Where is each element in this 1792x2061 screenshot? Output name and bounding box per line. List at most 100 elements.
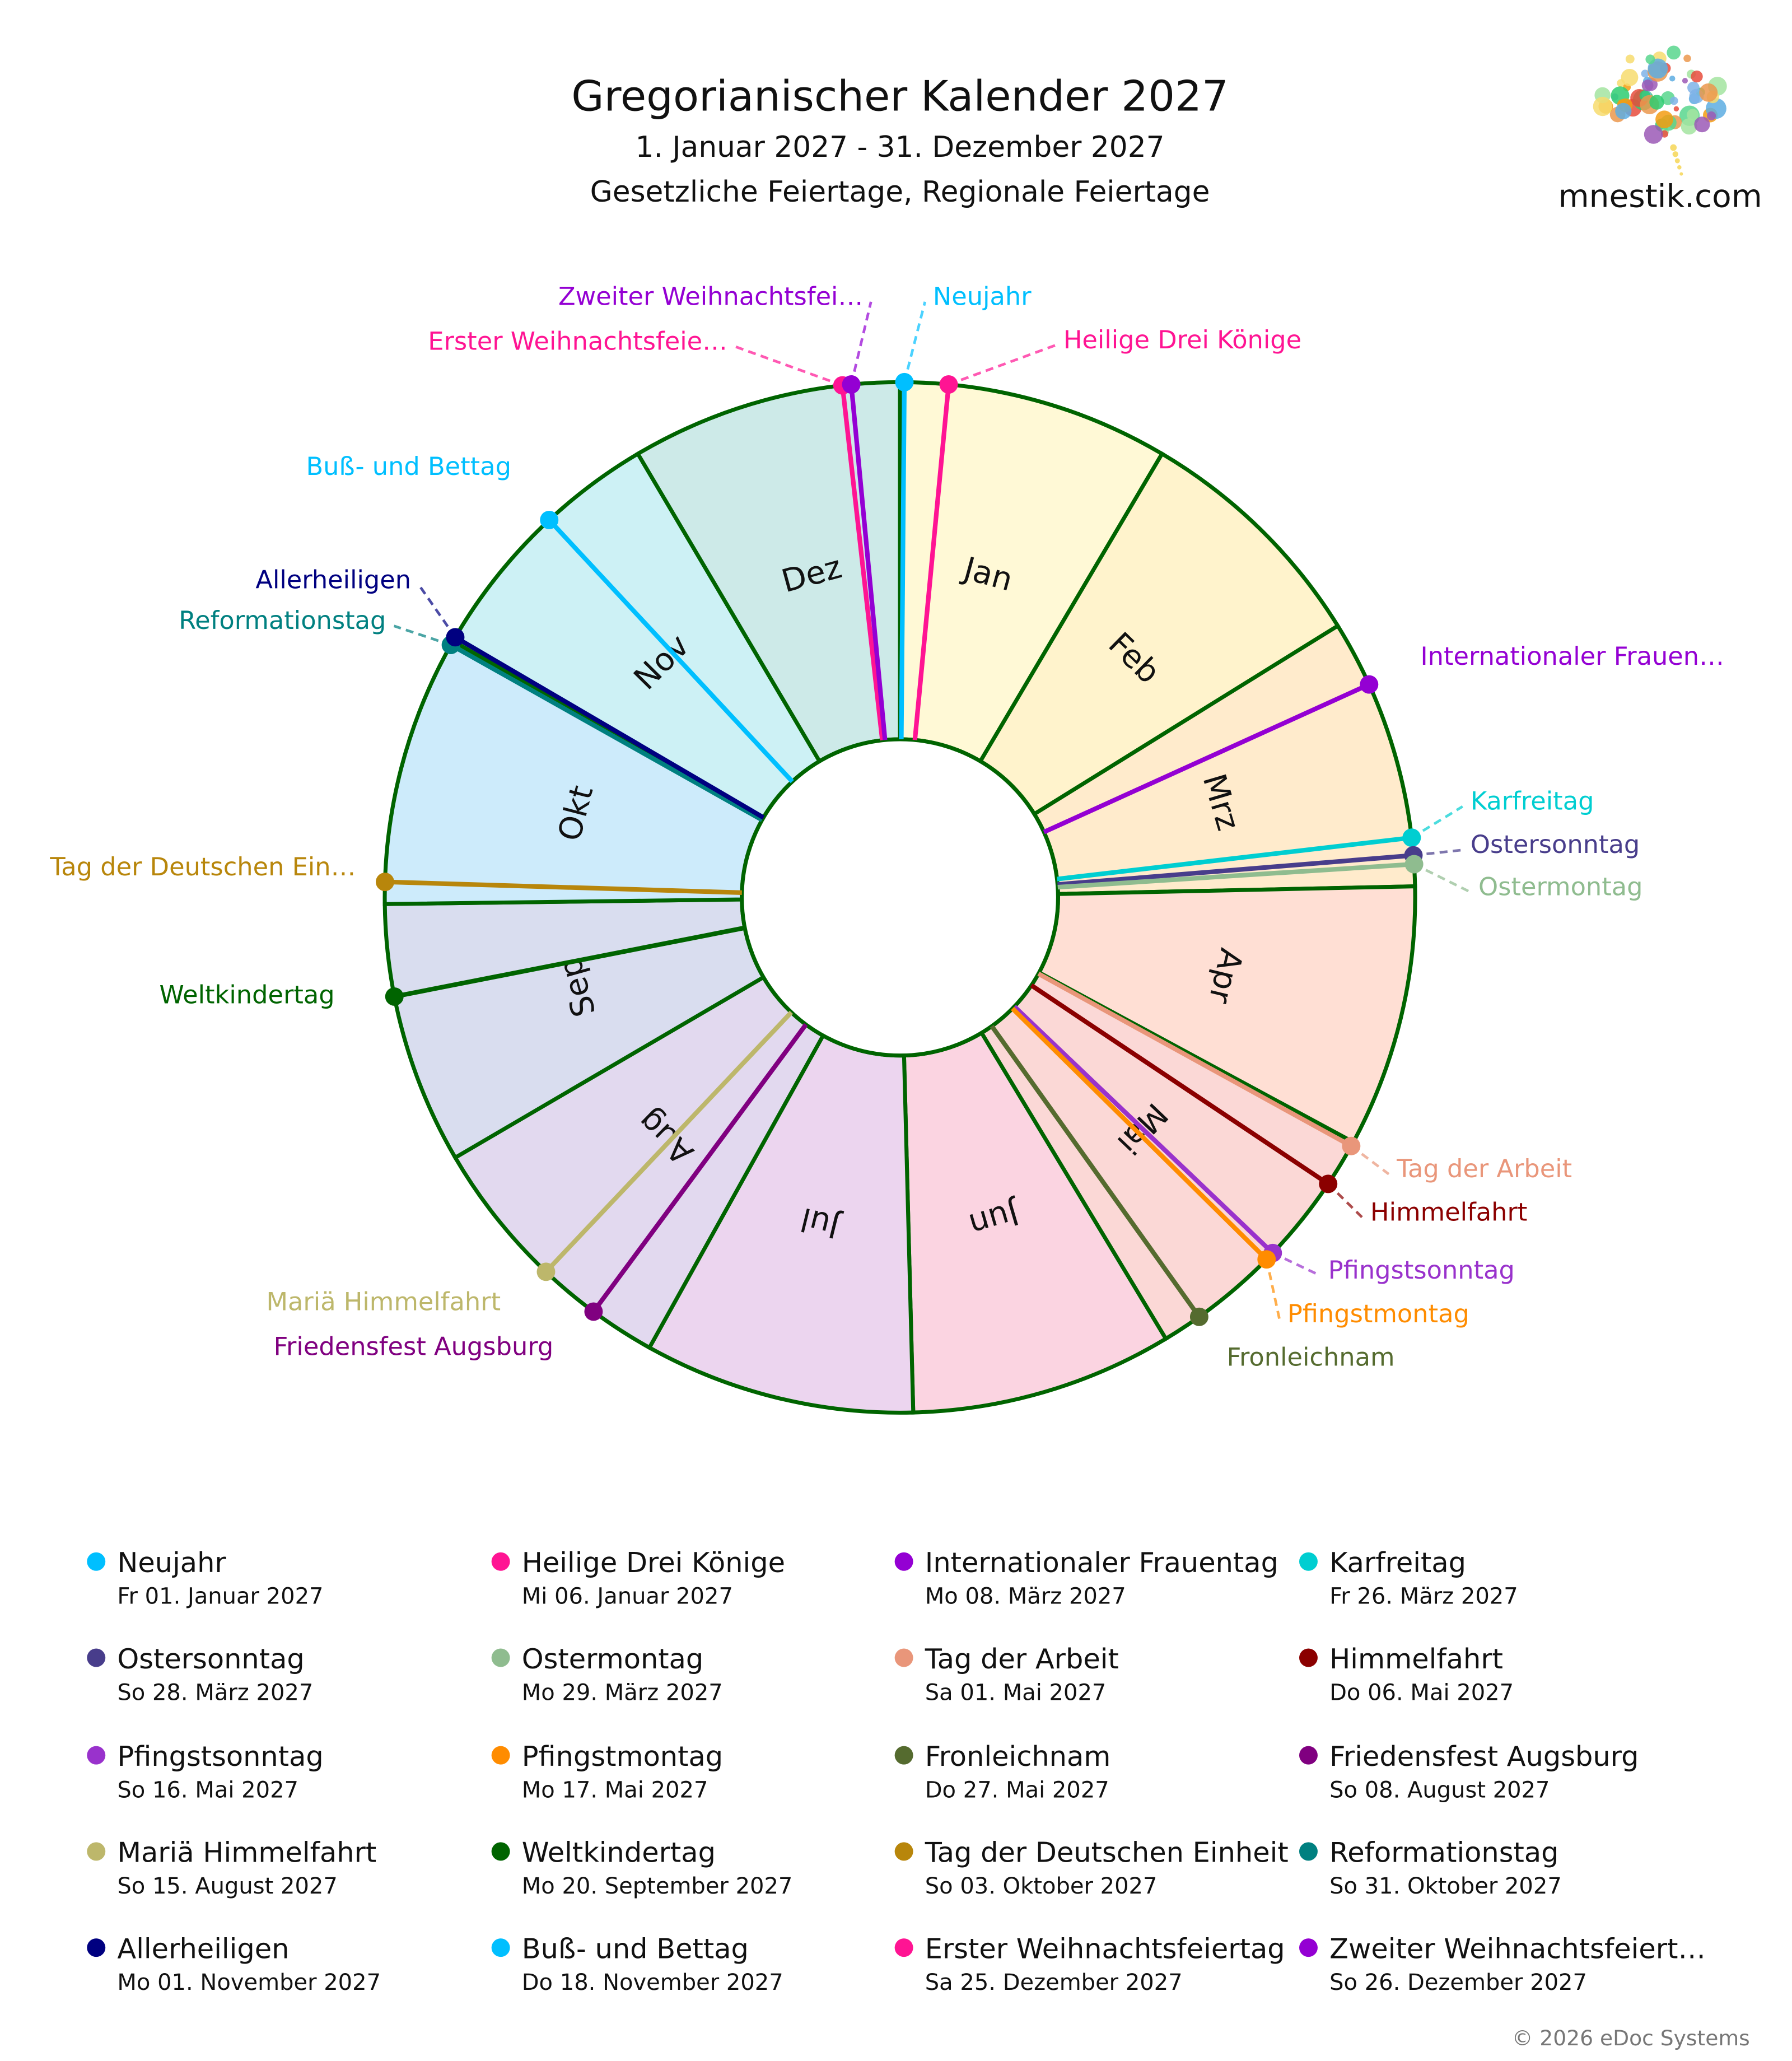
holiday-label: Fronleichnam bbox=[1227, 1343, 1395, 1372]
holiday-dot bbox=[1319, 1174, 1338, 1193]
legend-date: Mo 29. März 2027 bbox=[522, 1680, 723, 1705]
legend-dot bbox=[894, 1648, 913, 1667]
holiday-line bbox=[591, 1023, 808, 1313]
holiday-label: Mariä Himmelfahrt bbox=[266, 1288, 501, 1317]
mnestik-logo bbox=[1593, 45, 1727, 176]
legend-name: Neujahr bbox=[117, 1546, 226, 1579]
legend-name: Tag der Deutschen Einheit bbox=[925, 1836, 1289, 1869]
holiday-label: Buß- und Bettag bbox=[306, 452, 511, 481]
holiday-leader-line bbox=[418, 584, 456, 638]
holiday-dot bbox=[895, 372, 914, 391]
holiday-marker: Reformationstag bbox=[179, 606, 763, 822]
holiday-leader-line bbox=[1411, 805, 1463, 839]
logo-bubble bbox=[1707, 111, 1716, 120]
holiday-leader-line bbox=[393, 624, 451, 646]
holiday-marker: Fronleichnam bbox=[990, 1024, 1395, 1372]
legend-date: So 26. Dezember 2027 bbox=[1329, 1970, 1587, 1995]
legend-dot bbox=[491, 1746, 510, 1765]
holiday-label: Tag der Arbeit bbox=[1396, 1154, 1572, 1183]
holiday-line bbox=[450, 642, 763, 822]
logo-bubble bbox=[1683, 54, 1691, 63]
legend-dot bbox=[491, 1842, 510, 1861]
holiday-line bbox=[547, 518, 794, 784]
legend-date: Do 18. November 2027 bbox=[522, 1970, 783, 1995]
logo-bubble bbox=[1670, 144, 1677, 151]
logo-bubble bbox=[1669, 96, 1678, 105]
legend-name: Pfingstsonntag bbox=[117, 1740, 323, 1773]
legend-item: Ostermontag Mo 29. März 2027 bbox=[491, 1643, 723, 1705]
legend-item: Tag der Deutschen Einheit So 03. Oktober … bbox=[894, 1836, 1289, 1899]
logo-bubble bbox=[1699, 83, 1718, 102]
legend-dot bbox=[1299, 1552, 1318, 1571]
logo-bubble bbox=[1691, 70, 1703, 83]
legend-dot bbox=[87, 1842, 106, 1861]
holiday-label: Heilige Drei Könige bbox=[1063, 325, 1301, 355]
holiday-dot bbox=[584, 1302, 603, 1321]
logo-bubble bbox=[1681, 118, 1697, 135]
legend-date: Mo 08. März 2027 bbox=[925, 1584, 1126, 1610]
legend-date: Do 06. Mai 2027 bbox=[1329, 1680, 1514, 1705]
holiday-line bbox=[899, 382, 907, 740]
legend-dot bbox=[1299, 1938, 1318, 1957]
legend-item: Pfingstsonntag So 16. Mai 2027 bbox=[87, 1740, 324, 1803]
holiday-label: Tag der Deutschen Ein… bbox=[49, 852, 356, 882]
holiday-dot bbox=[1342, 1136, 1361, 1155]
holiday-leader-line bbox=[1327, 1183, 1364, 1219]
logo-bubble bbox=[1648, 58, 1668, 79]
legend-dot bbox=[491, 1648, 510, 1667]
legend-dot bbox=[87, 1746, 106, 1765]
holiday-dot bbox=[1257, 1250, 1276, 1269]
legend-date: So 03. Oktober 2027 bbox=[925, 1873, 1158, 1899]
legend-date: Do 27. Mai 2027 bbox=[925, 1777, 1109, 1803]
legend-item: Reformationstag So 31. Oktober 2027 bbox=[1299, 1836, 1562, 1899]
legend-dot bbox=[894, 1552, 913, 1571]
holiday-label: Ostersonntag bbox=[1471, 830, 1640, 859]
holiday-dot bbox=[376, 873, 394, 892]
logo-bubble bbox=[1667, 45, 1681, 60]
holiday-marker: Internationaler Frauen… bbox=[1043, 642, 1724, 834]
logo-bubble bbox=[1677, 165, 1682, 170]
legend-dot bbox=[87, 1648, 106, 1667]
legend-dot bbox=[894, 1938, 913, 1957]
logo-bubble bbox=[1593, 96, 1613, 116]
legend-dot bbox=[87, 1552, 106, 1571]
holiday-dot bbox=[842, 375, 861, 394]
holiday-marker: Weltkindertag bbox=[160, 925, 745, 1009]
holiday-marker: Tag der Deutschen Ein… bbox=[49, 852, 742, 895]
logo-bubble bbox=[1679, 172, 1683, 176]
holiday-marker: Pfingstsonntag bbox=[1012, 1005, 1515, 1285]
legend-item: Erster Weihnachtsfeiertag Sa 25. Dezember… bbox=[894, 1932, 1285, 1995]
holiday-marker: Tag der Arbeit bbox=[1037, 971, 1572, 1183]
holiday-label: Ostermontag bbox=[1478, 873, 1643, 902]
legend-dot bbox=[894, 1842, 913, 1861]
legend-dot bbox=[1299, 1746, 1318, 1765]
holiday-leader-line bbox=[1413, 848, 1463, 857]
legend-item: Fronleichnam Do 27. Mai 2027 bbox=[894, 1740, 1110, 1803]
legend-dot bbox=[491, 1552, 510, 1571]
holiday-label: Zweiter Weihnachtsfei… bbox=[558, 282, 863, 311]
holiday-marker: Friedensfest Augsburg bbox=[274, 1023, 808, 1361]
holiday-label: Pfingstsonntag bbox=[1328, 1256, 1515, 1285]
logo-bubble bbox=[1644, 125, 1663, 144]
legend-name: Zweiter Weihnachtsfeiert… bbox=[1329, 1932, 1706, 1965]
holiday-leader-line bbox=[903, 301, 927, 383]
holiday-label: Friedensfest Augsburg bbox=[274, 1332, 554, 1361]
holiday-dot bbox=[540, 510, 559, 529]
holiday-line bbox=[385, 879, 742, 895]
holiday-line bbox=[1057, 853, 1414, 887]
holiday-line bbox=[1057, 835, 1412, 882]
logo-bubble bbox=[1625, 54, 1635, 64]
holiday-dot bbox=[1404, 855, 1424, 874]
legend-date: Mo 01. November 2027 bbox=[117, 1970, 381, 1995]
legend-dot bbox=[1299, 1648, 1318, 1667]
legend-date: Fr 26. März 2027 bbox=[1329, 1584, 1518, 1610]
legend-date: Mo 20. September 2027 bbox=[522, 1873, 793, 1899]
holiday-marker: Himmelfahrt bbox=[1030, 983, 1527, 1227]
legend-date: Mi 06. Januar 2027 bbox=[522, 1584, 733, 1610]
legend-name: Weltkindertag bbox=[522, 1836, 716, 1869]
legend-name: Erster Weihnachtsfeiertag bbox=[925, 1932, 1285, 1965]
legend-name: Ostermontag bbox=[522, 1643, 704, 1675]
legend-date: So 28. März 2027 bbox=[117, 1680, 313, 1705]
legend-name: Internationaler Frauentag bbox=[925, 1546, 1278, 1579]
